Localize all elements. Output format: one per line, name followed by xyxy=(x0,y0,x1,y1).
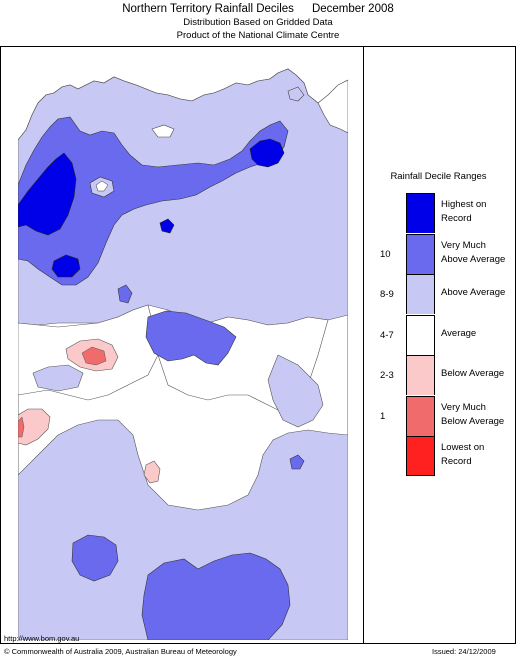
legend-range: 4-7 xyxy=(380,329,394,341)
average-patch-south xyxy=(267,354,324,428)
footer-copyright: © Commonwealth of Australia 2009, Austra… xyxy=(4,647,237,656)
legend-swatch xyxy=(406,395,435,436)
footer-url: http://www.bom.gov.au xyxy=(4,634,80,643)
very-much-below-average-west xyxy=(18,416,25,438)
below-average-small xyxy=(143,460,161,484)
highest-on-record-north-east xyxy=(249,138,285,168)
legend-label: Lowest on Record xyxy=(441,442,485,467)
very-much-above-average-south-east xyxy=(141,552,291,640)
highest-on-record-west-spot xyxy=(51,254,81,278)
very-much-above-average-central xyxy=(145,310,237,366)
panel-divider xyxy=(363,46,364,644)
rainfall-map xyxy=(18,68,348,640)
title-month: December 2008 xyxy=(311,3,394,15)
subtitle-line-1: Distribution Based on Gridded Data xyxy=(183,17,333,28)
legend-range: 1 xyxy=(380,410,386,422)
very-much-above-average-spot-east xyxy=(289,454,305,470)
legend-label: Average xyxy=(441,327,477,339)
legend-label: Above Average xyxy=(441,287,506,298)
island-north-east xyxy=(287,86,305,102)
map-title: Northern Territory Rainfall Deciles Decem… xyxy=(0,2,516,16)
very-much-above-average-spot-mid xyxy=(117,284,133,304)
legend-range: 2-3 xyxy=(380,370,394,381)
subtitle-line-2: Product of the National Climate Centre xyxy=(176,30,340,41)
highest-on-record-north-west xyxy=(18,152,77,236)
legend-swatch xyxy=(406,193,435,233)
legend-swatch xyxy=(406,314,435,355)
footer-issued: Issued: 24/12/2009 xyxy=(432,647,496,656)
average-inner-island xyxy=(95,180,109,192)
above-average-patch-west xyxy=(32,364,84,392)
legend-label: Very Much Above Average xyxy=(441,239,506,265)
very-much-above-average-north xyxy=(18,116,289,286)
legend-range: 10 xyxy=(380,248,391,260)
legend-range: 8-9 xyxy=(380,289,394,300)
legend-swatch xyxy=(406,355,435,395)
legend-label: Highest on Record xyxy=(441,199,487,224)
legend-label: Very Much Below Average xyxy=(441,401,505,427)
legend-swatch xyxy=(406,436,435,476)
legend-swatch xyxy=(406,233,435,274)
very-much-above-average-south-west xyxy=(71,534,119,582)
island-north xyxy=(151,124,175,138)
very-much-below-average-centre xyxy=(81,346,107,366)
highest-on-record-spot xyxy=(159,218,175,234)
legend-label: Below Average xyxy=(441,368,505,379)
below-average-west xyxy=(18,408,51,446)
title-text: Northern Territory Rainfall Deciles xyxy=(122,3,294,15)
legend-swatch xyxy=(406,274,435,314)
legend-title: Rainfall Decile Ranges xyxy=(390,171,487,182)
